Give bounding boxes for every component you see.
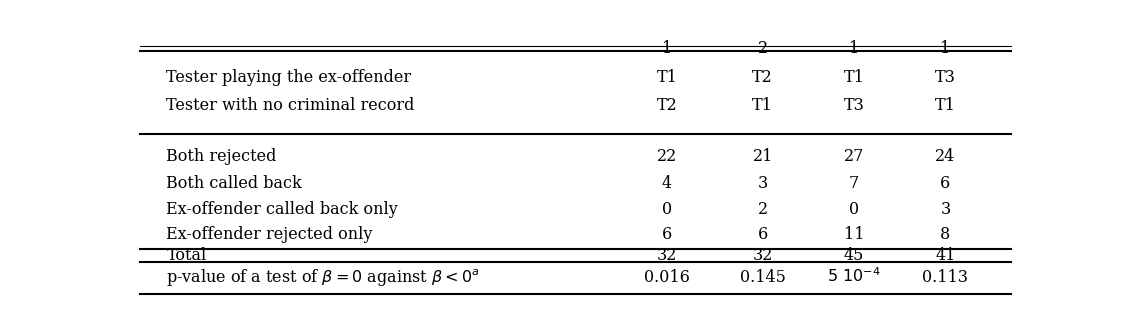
Text: 0.113: 0.113	[922, 269, 968, 286]
Text: T2: T2	[657, 97, 677, 114]
Text: 2: 2	[758, 40, 768, 57]
Text: 6: 6	[758, 226, 768, 243]
Text: Ex-offender called back only: Ex-offender called back only	[166, 201, 399, 218]
Text: Total: Total	[166, 247, 207, 264]
Text: T3: T3	[843, 97, 865, 114]
Text: Tester with no criminal record: Tester with no criminal record	[166, 97, 414, 114]
Text: 4: 4	[661, 175, 672, 192]
Text: 27: 27	[843, 148, 865, 165]
Text: 6: 6	[940, 175, 950, 192]
Text: 3: 3	[758, 175, 768, 192]
Text: p-value of a test of $\beta = 0$ against $\beta < 0^{a}$: p-value of a test of $\beta = 0$ against…	[166, 267, 480, 288]
Text: 0: 0	[849, 201, 859, 218]
Text: 32: 32	[752, 247, 773, 264]
Text: 1: 1	[940, 40, 950, 57]
Text: 0: 0	[661, 201, 672, 218]
Text: T1: T1	[752, 97, 773, 114]
Text: Both rejected: Both rejected	[166, 148, 277, 165]
Text: T1: T1	[843, 69, 865, 86]
Text: 8: 8	[940, 226, 950, 243]
Text: 32: 32	[657, 247, 677, 264]
Text: 45: 45	[843, 247, 865, 264]
Text: 6: 6	[661, 226, 672, 243]
Text: Both called back: Both called back	[166, 175, 302, 192]
Text: $5\ 10^{-4}$: $5\ 10^{-4}$	[828, 268, 880, 286]
Text: T1: T1	[657, 69, 677, 86]
Text: 22: 22	[657, 148, 677, 165]
Text: 2: 2	[758, 201, 768, 218]
Text: Ex-offender rejected only: Ex-offender rejected only	[166, 226, 373, 243]
Text: 0.016: 0.016	[643, 269, 690, 286]
Text: T3: T3	[935, 69, 956, 86]
Text: 7: 7	[849, 175, 859, 192]
Text: T1: T1	[935, 97, 956, 114]
Text: 1: 1	[849, 40, 859, 57]
Text: 41: 41	[935, 247, 956, 264]
Text: 0.145: 0.145	[740, 269, 786, 286]
Text: T2: T2	[752, 69, 773, 86]
Text: 3: 3	[940, 201, 950, 218]
Text: 11: 11	[843, 226, 865, 243]
Text: 21: 21	[752, 148, 773, 165]
Text: Tester playing the ex-offender: Tester playing the ex-offender	[166, 69, 412, 86]
Text: 1: 1	[661, 40, 672, 57]
Text: 24: 24	[935, 148, 956, 165]
